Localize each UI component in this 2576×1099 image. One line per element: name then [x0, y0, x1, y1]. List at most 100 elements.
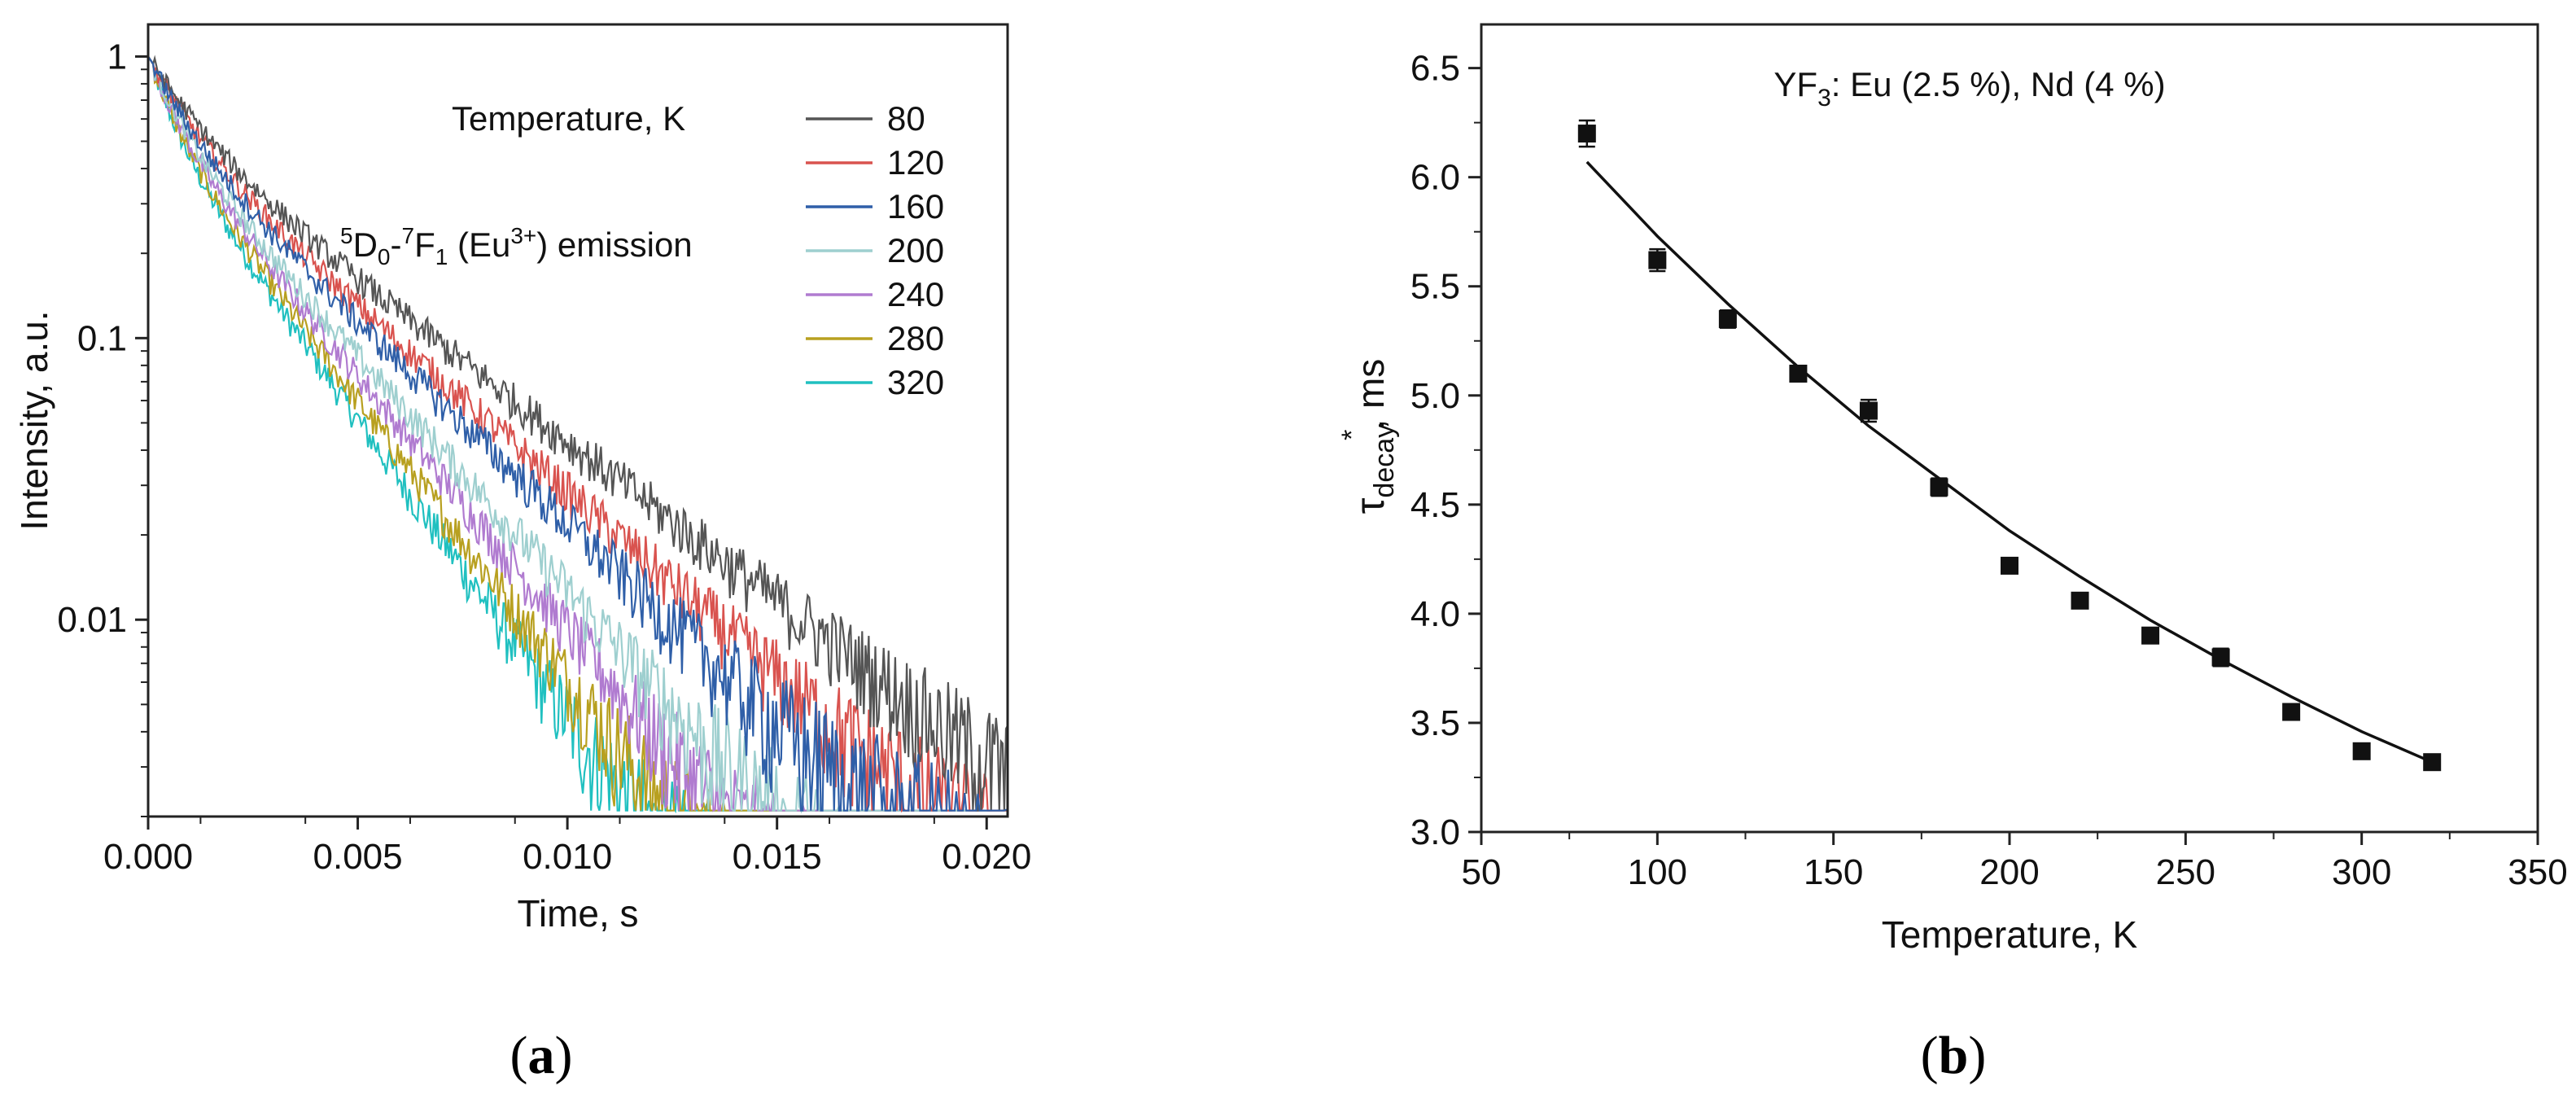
a-curves-group: [148, 55, 1008, 814]
b-point-marker: [1859, 401, 1878, 420]
panel-b-close: ): [1968, 1026, 1986, 1085]
panel-label-a: (a): [510, 1026, 573, 1085]
b-y-tick-label: 3.5: [1410, 703, 1460, 743]
b-point-marker: [1648, 251, 1667, 269]
b-y-tick-label: 5.0: [1410, 376, 1460, 416]
a-anno-sup1: 5: [340, 223, 353, 248]
panel-b-lifetime-chart: 50 100 150 200 250 300 350 3.0 3.5 4.0 4.5 5.0 5.5 6.…: [1336, 23, 2568, 1085]
b-y-tick-label: 5.5: [1410, 267, 1460, 307]
b-title-a: YF: [1773, 65, 1817, 103]
b-data-point: [1577, 119, 1596, 148]
a-legend: 80 120 160 200 240 280 320: [806, 99, 944, 401]
b-point-marker: [2423, 753, 2442, 772]
b-x-axis-label: Temperature, K: [1882, 913, 2138, 956]
b-title-sub: 3: [1817, 85, 1831, 112]
b-point-marker: [2141, 626, 2160, 645]
panel-label-b: (b): [1921, 1026, 1987, 1085]
b-point-marker: [1930, 478, 1948, 497]
panel-b-letter: b: [1939, 1026, 1969, 1085]
b-ylabel-unit: , ms: [1349, 359, 1392, 430]
a-y-tick-label: 1: [107, 37, 127, 77]
b-data-point: [2001, 556, 2018, 575]
b-x-tick-label: 200: [1979, 852, 2039, 892]
b-point-marker: [1789, 364, 1808, 383]
b-x-tick-label: 50: [1462, 852, 1502, 892]
panel-a-letter: a: [528, 1026, 555, 1085]
b-y-axis-label: τdecay*, ms: [1336, 359, 1400, 514]
b-data-point: [2071, 591, 2089, 610]
a-x-tick-label: 0.015: [733, 837, 822, 877]
a-emission-annotation: 5D0-7F1 (Eu3+) emission: [340, 223, 693, 269]
b-data-point: [1930, 477, 1948, 497]
a-x-tick-label: 0.020: [942, 837, 1031, 877]
a-anno-end: ) emission: [536, 225, 692, 264]
a-y-tick-label: 0.01: [57, 600, 127, 640]
b-point-marker: [2071, 591, 2089, 610]
a-x-tick-label: 0.000: [103, 837, 193, 877]
panel-a-decay-chart: 0.000 0.005 0.010 0.015 0.020 1 0.1 0.01 Time, …: [13, 23, 1031, 1085]
b-point-marker: [1577, 125, 1596, 143]
b-y-tick-label: 4.0: [1410, 594, 1460, 634]
b-point-marker: [1718, 309, 1737, 328]
b-ylabel-tau: τ: [1347, 497, 1393, 514]
a-series-line-160: [148, 55, 1008, 812]
a-legend-label-160: 160: [887, 187, 944, 225]
b-title-b: : Eu (2.5 %), Nd (4 %): [1831, 65, 2166, 103]
panel-a-close: ): [555, 1026, 573, 1085]
a-anno-sup2: 7: [402, 223, 415, 248]
a-anno-sup3: 3+: [510, 223, 536, 248]
a-anno-main1: D: [353, 225, 378, 264]
a-plot-frame: [147, 23, 1009, 818]
b-data-point: [2282, 703, 2301, 721]
b-y-tick-label: 6.0: [1410, 158, 1460, 198]
b-axis-ticks: 50 100 150 200 250 300 350 3.0 3.5 4.0 4.5 5.0 5.5 6.…: [1410, 49, 2568, 892]
a-legend-label-240: 240: [887, 275, 944, 313]
b-data-point: [2141, 626, 2160, 645]
a-series-line-200: [148, 55, 1008, 814]
a-anno-dash: -: [391, 225, 402, 264]
b-point-marker: [2282, 703, 2301, 721]
a-y-axis-label: Intensity, a.u.: [13, 310, 55, 530]
b-fit-curve: [1585, 160, 2433, 764]
b-x-tick-label: 150: [1804, 852, 1863, 892]
a-anno-main2: F: [414, 225, 435, 264]
b-data-point: [2211, 647, 2230, 668]
panel-a-open: (: [510, 1026, 528, 1085]
b-data-point: [1718, 309, 1737, 329]
a-legend-label-80: 80: [887, 99, 925, 138]
a-x-tick-label: 0.005: [313, 837, 403, 877]
b-y-tick-label: 4.5: [1410, 485, 1460, 525]
b-ylabel-sup: *: [1336, 430, 1367, 440]
a-anno-sub1: 0: [378, 244, 391, 269]
b-y-tick-label: 3.0: [1410, 812, 1460, 852]
b-point-marker: [2352, 742, 2371, 760]
a-x-tick-label: 0.010: [523, 837, 612, 877]
b-data-point: [1648, 247, 1667, 273]
b-y-tick-label: 6.5: [1410, 49, 1460, 89]
a-series-line-80: [148, 55, 1008, 812]
b-data-points: [1577, 119, 2442, 772]
b-plot-frame: [1480, 23, 2539, 834]
a-legend-label-120: 120: [887, 143, 944, 182]
a-legend-label-280: 280: [887, 319, 944, 357]
a-anno-mid: (Eu: [448, 225, 510, 264]
a-x-axis-label: Time, s: [517, 892, 638, 935]
b-x-tick-label: 250: [2156, 852, 2215, 892]
a-legend-title: Temperature, K: [452, 99, 685, 138]
b-data-point: [1859, 398, 1878, 423]
a-axis-ticks: 0.000 0.005 0.010 0.015 0.020 1 0.1 0.01: [57, 37, 1031, 877]
a-legend-label-320: 320: [887, 363, 944, 401]
a-anno-sub2: 1: [435, 244, 448, 269]
b-data-point: [2423, 753, 2442, 772]
a-legend-label-200: 200: [887, 231, 944, 269]
b-point-marker: [2211, 648, 2230, 667]
b-x-tick-label: 350: [2508, 852, 2567, 892]
panel-b-open: (: [1921, 1026, 1939, 1085]
b-data-point: [1789, 364, 1808, 383]
b-ylabel-sub: decay: [1369, 424, 1400, 498]
b-point-marker: [2001, 556, 2018, 575]
b-title: YF3: Eu (2.5 %), Nd (4 %): [1773, 65, 2165, 112]
b-x-tick-label: 100: [1628, 852, 1687, 892]
a-y-tick-label: 0.1: [77, 318, 127, 358]
